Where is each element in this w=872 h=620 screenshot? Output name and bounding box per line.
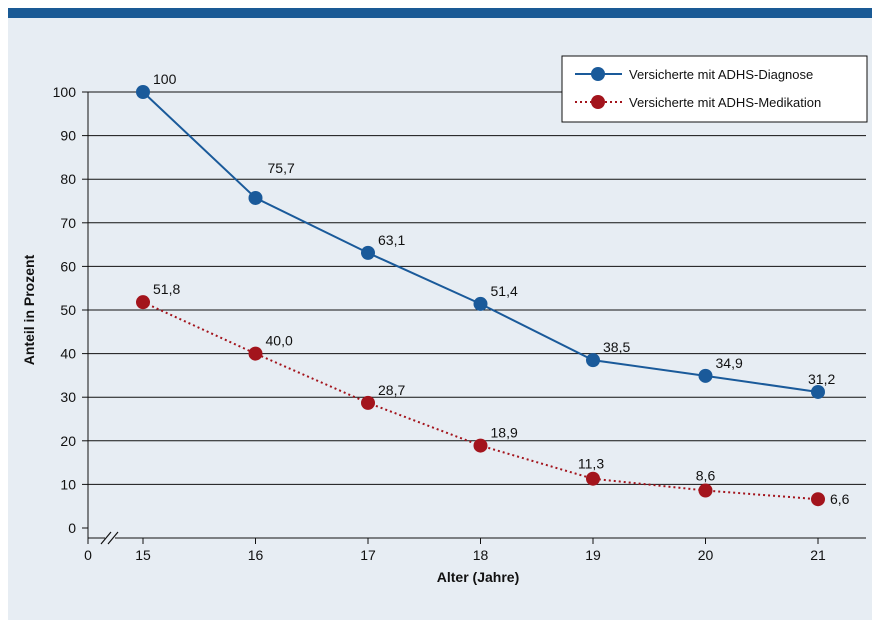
data-label: 38,5 (603, 339, 630, 355)
axis-break-mark (100, 531, 112, 545)
data-point (586, 353, 600, 368)
y-tick-label: 30 (60, 389, 76, 405)
x-tick-label: 15 (135, 547, 151, 563)
data-point (473, 438, 488, 453)
x-axis-title: Alter (Jahre) (437, 569, 519, 585)
data-label: 18,9 (491, 425, 518, 441)
y-axis-title: Anteil in Prozent (21, 254, 37, 365)
series-lines (142, 91, 819, 501)
series-line-0 (142, 91, 819, 393)
x-tick-label: 20 (698, 547, 714, 563)
data-point (586, 471, 600, 486)
y-tick-label: 60 (60, 258, 76, 274)
data-label: 8,6 (696, 468, 716, 484)
data-label: 75,7 (268, 160, 295, 176)
data-point (811, 492, 825, 507)
x-tick-label: 21 (810, 547, 826, 563)
y-tick-label: 80 (60, 171, 76, 187)
data-label: 100 (153, 71, 177, 87)
data-labels: 100 75,7 63,1 51,4 38,5 34,9 31,2 51,8 40,0 28,7 1… (153, 71, 850, 507)
y-tick-label: 0 (68, 520, 76, 536)
x-tick-label: 19 (585, 547, 601, 563)
data-point (361, 395, 375, 410)
legend-marker-medikation (591, 95, 605, 109)
data-point (361, 245, 375, 260)
data-point (248, 190, 263, 205)
x-tick-label: 17 (360, 547, 376, 563)
y-tick-label: 10 (60, 476, 76, 492)
data-label: 6,6 (830, 491, 850, 507)
legend: Versicherte mit ADHS-Diagnose Versichert… (561, 55, 868, 123)
data-label: 51,4 (491, 283, 518, 299)
x-tick-label: 18 (473, 547, 489, 563)
data-point (248, 346, 263, 361)
data-label: 11,3 (578, 456, 604, 472)
legend-box (561, 55, 868, 123)
data-label: 28,7 (378, 382, 405, 398)
data-label: 34,9 (716, 355, 743, 371)
y-tick-label: 20 (60, 433, 76, 449)
x-tick-label: 16 (248, 547, 264, 563)
top-accent-bar (8, 8, 872, 18)
axes: 0 10 20 30 40 50 60 70 80 90 100 0 15 16 17 18 19 20 21 (53, 84, 866, 563)
data-label: 51,8 (153, 281, 180, 297)
axis-break-mark (107, 531, 119, 545)
legend-label-diagnose: Versicherte mit ADHS-Diagnose (629, 67, 813, 82)
data-point (136, 295, 150, 310)
x-tick-label: 0 (84, 547, 92, 563)
data-points (136, 85, 825, 507)
y-tick-label: 40 (60, 346, 76, 362)
y-tick-label: 90 (60, 128, 76, 144)
data-point (811, 384, 825, 399)
data-label: 63,1 (378, 232, 405, 248)
data-point (698, 483, 713, 498)
data-point (698, 368, 713, 383)
axis-break-gap (105, 532, 115, 544)
data-label: 31,2 (808, 371, 835, 387)
data-point (136, 85, 150, 99)
y-tick-label: 70 (60, 215, 76, 231)
series-line-1 (142, 301, 819, 501)
y-tick-label: 50 (60, 302, 76, 318)
y-tick-label: 100 (53, 84, 77, 100)
legend-label-medikation: Versicherte mit ADHS-Medikation (629, 95, 821, 110)
data-label: 40,0 (266, 333, 293, 349)
legend-marker-diagnose (591, 67, 605, 81)
data-point (473, 296, 488, 311)
